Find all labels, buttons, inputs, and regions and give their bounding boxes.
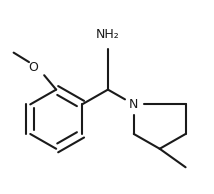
- Text: O: O: [29, 61, 39, 74]
- Text: N: N: [129, 98, 138, 111]
- Text: NH₂: NH₂: [96, 28, 120, 41]
